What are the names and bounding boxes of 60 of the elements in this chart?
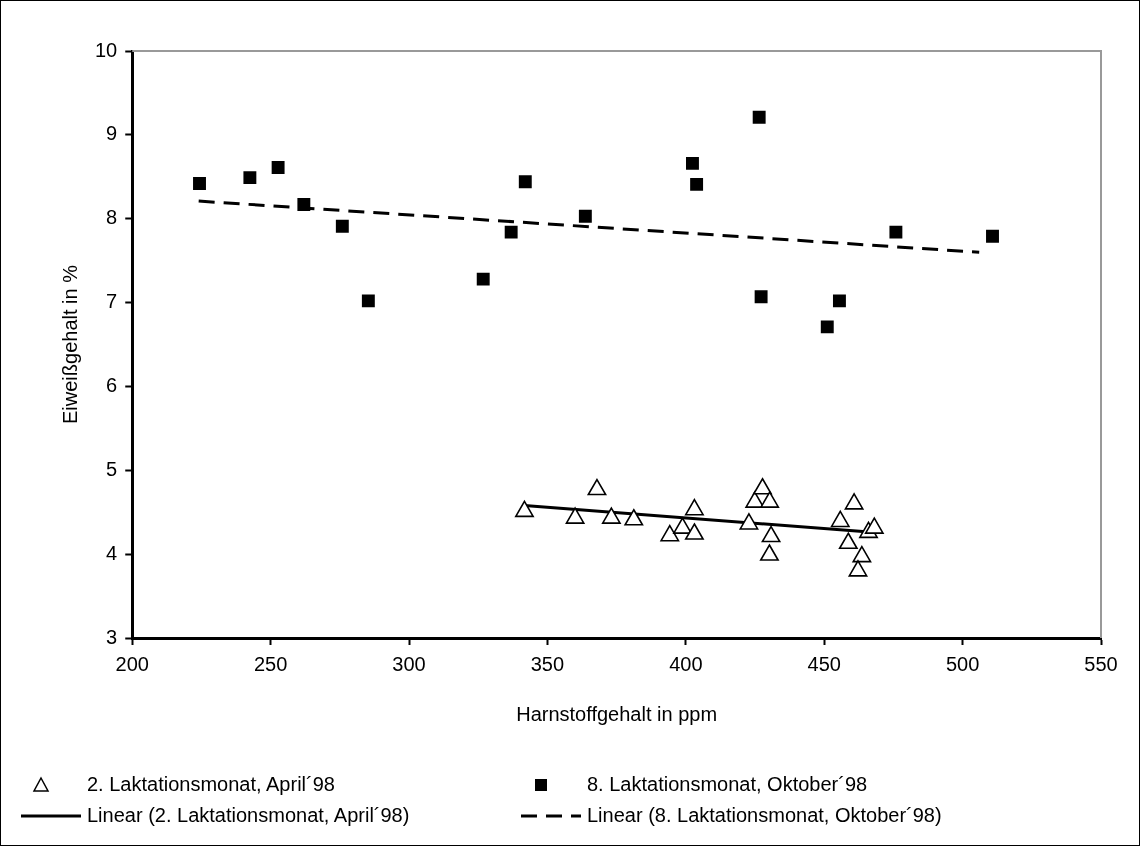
point — [578, 209, 592, 223]
point — [848, 560, 868, 577]
point — [832, 294, 846, 308]
x-tick-label: 500 — [945, 652, 980, 675]
point — [820, 320, 834, 334]
x-tick-label: 250 — [253, 652, 288, 675]
point — [838, 532, 858, 550]
point — [518, 175, 532, 189]
y-tick-label: 4 — [106, 541, 118, 564]
point — [684, 523, 704, 540]
point — [673, 517, 692, 534]
point — [754, 290, 768, 304]
point — [271, 161, 285, 175]
point — [830, 510, 850, 528]
x-axis-title: Harnstoffgehalt in ppm — [516, 702, 718, 725]
point — [889, 225, 903, 239]
point — [335, 219, 349, 233]
x-tick-label: 550 — [1084, 652, 1118, 675]
point — [761, 525, 781, 543]
point — [852, 545, 872, 563]
x-tick-label: 200 — [115, 652, 149, 675]
point — [504, 225, 518, 239]
x-tick-label: 350 — [530, 652, 565, 675]
legend-label: 8. Laktationsmonat, Oktober´98 — [587, 773, 868, 796]
point — [844, 493, 864, 510]
point — [193, 177, 206, 190]
legend-label: 2. Laktationsmonat, April´98 — [87, 773, 335, 796]
point — [986, 229, 999, 243]
point — [514, 500, 534, 518]
point — [601, 507, 621, 524]
y-tick-label: 6 — [106, 373, 118, 396]
y-tick-label: 3 — [106, 625, 118, 648]
point — [739, 513, 759, 530]
point — [476, 272, 490, 286]
point — [753, 477, 772, 495]
point — [686, 156, 699, 170]
point — [752, 110, 766, 124]
y-tick-label: 7 — [106, 290, 118, 313]
x-tick-label: 400 — [669, 652, 703, 675]
point — [361, 294, 375, 308]
x-tick-label: 450 — [807, 652, 841, 675]
point — [297, 198, 311, 211]
point — [243, 171, 257, 185]
point — [565, 507, 585, 524]
y-tick-label: 10 — [95, 38, 118, 61]
point — [759, 544, 779, 561]
legend-label: Linear (8. Laktationsmonat, Oktober´98) — [587, 804, 942, 827]
point — [760, 491, 780, 508]
legend-label: Linear (2. Laktationsmonat, April´98) — [87, 804, 410, 827]
y-tick-label: 8 — [106, 206, 118, 229]
x-tick-label: 300 — [392, 652, 426, 675]
point — [587, 478, 607, 496]
point — [660, 524, 680, 542]
point — [690, 177, 704, 191]
y-tick-label: 9 — [106, 122, 118, 145]
point — [624, 508, 644, 526]
point — [864, 517, 884, 534]
point — [684, 498, 704, 516]
y-tick-label: 5 — [106, 457, 118, 480]
y-axis-title: Eiweißgehalt in % — [58, 264, 81, 424]
